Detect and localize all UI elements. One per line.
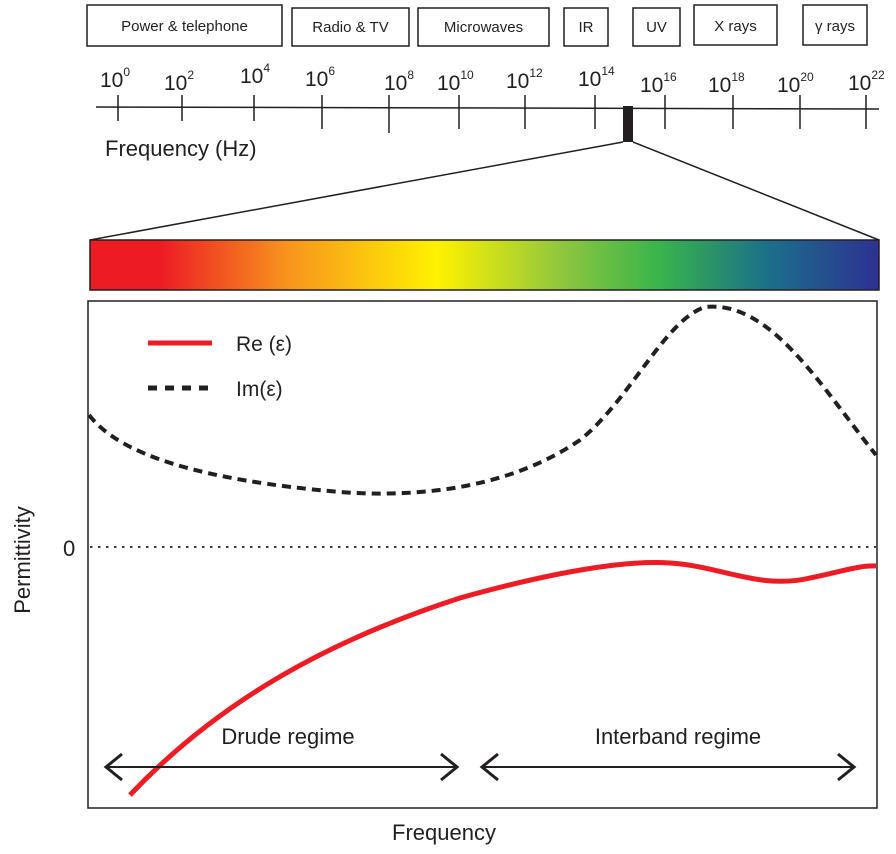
legend-label-re: Re (ε) bbox=[236, 333, 292, 356]
band-x-rays: X rays bbox=[693, 4, 778, 46]
svg-text:108: 108 bbox=[384, 68, 414, 95]
frequency-axis-line bbox=[95, 106, 880, 110]
drude-regime-arrow: Drude regime bbox=[103, 724, 460, 782]
frequency-axis: Frequency (Hz) bbox=[95, 95, 880, 161]
tick-base: 10 bbox=[240, 65, 263, 88]
svg-text:102: 102 bbox=[164, 68, 194, 95]
zoom-lines bbox=[89, 141, 880, 241]
tick-exponent: 22 bbox=[871, 68, 885, 82]
svg-text:1016: 1016 bbox=[640, 70, 677, 97]
tick-exponent: 8 bbox=[407, 68, 414, 82]
band-label: Power & telephone bbox=[121, 18, 248, 35]
tick-base: 10 bbox=[437, 72, 460, 95]
band-power-telephone: Power & telephone bbox=[86, 4, 283, 47]
tick-exponent: 10 bbox=[460, 68, 474, 82]
frequency-axis-ticks bbox=[117, 95, 867, 133]
tick-base: 10 bbox=[777, 74, 800, 97]
tick-base: 10 bbox=[164, 72, 187, 95]
drude-regime-label: Drude regime bbox=[221, 724, 354, 749]
tick-base: 10 bbox=[640, 74, 663, 97]
tick-base: 10 bbox=[305, 68, 328, 91]
tick-base: 10 bbox=[708, 74, 731, 97]
svg-text:1010: 1010 bbox=[437, 68, 474, 95]
svg-text:104: 104 bbox=[240, 61, 270, 88]
tick-exponent: 18 bbox=[731, 70, 745, 84]
tick-base: 10 bbox=[848, 72, 871, 95]
tick-exponent: 20 bbox=[800, 70, 814, 84]
band-uv: UV bbox=[632, 7, 681, 47]
tick-base: 10 bbox=[100, 69, 123, 92]
re-epsilon-curve bbox=[128, 560, 877, 797]
band-label: UV bbox=[646, 19, 667, 36]
interband-regime-label: Interband regime bbox=[595, 724, 761, 749]
band-gamma-rays: γ rays bbox=[802, 4, 868, 46]
tick-base: 10 bbox=[578, 68, 601, 91]
svg-text:106: 106 bbox=[305, 64, 335, 91]
frequency-plot-axis-label: Frequency bbox=[392, 820, 496, 845]
tick-exponent: 6 bbox=[328, 64, 335, 78]
tick-exponent: 12 bbox=[529, 66, 543, 80]
band-label: Radio & TV bbox=[312, 19, 388, 36]
tick-exponent: 0 bbox=[123, 65, 130, 79]
interband-regime-arrow: Interband regime bbox=[479, 724, 857, 782]
visible-band-marker bbox=[623, 106, 633, 142]
legend: Re (ε) Im(ε) bbox=[148, 333, 292, 401]
tick-base: 10 bbox=[384, 72, 407, 95]
band-label: X rays bbox=[714, 18, 757, 35]
band-label: γ rays bbox=[815, 18, 855, 35]
permittivity-axis-label: Permittivity bbox=[10, 506, 35, 614]
frequency-axis-label: Frequency (Hz) bbox=[105, 136, 257, 161]
band-microwaves: Microwaves bbox=[417, 7, 550, 47]
tick-base: 10 bbox=[506, 70, 529, 93]
frequency-tick-labels: 100 102 104 106 108 1010 1012 1014 1016 … bbox=[100, 61, 885, 97]
band-radio-tv: Radio & TV bbox=[291, 7, 410, 47]
band-label: IR bbox=[579, 19, 594, 36]
plot-frame bbox=[87, 300, 878, 809]
svg-text:1022: 1022 bbox=[848, 68, 885, 95]
tick-exponent: 4 bbox=[263, 61, 270, 75]
im-epsilon-curve bbox=[87, 304, 878, 496]
tick-exponent: 14 bbox=[601, 64, 615, 78]
visible-spectrum-bar bbox=[89, 239, 880, 291]
band-label: Microwaves bbox=[444, 19, 523, 36]
svg-text:1018: 1018 bbox=[708, 70, 745, 97]
svg-text:1020: 1020 bbox=[777, 70, 814, 97]
tick-exponent: 2 bbox=[187, 68, 194, 82]
band-boxes: Power & telephone Radio & TV Microwaves … bbox=[86, 4, 868, 47]
band-ir: IR bbox=[563, 7, 609, 47]
legend-label-im: Im(ε) bbox=[236, 378, 283, 401]
zero-label: 0 bbox=[63, 536, 75, 561]
svg-text:1014: 1014 bbox=[578, 64, 615, 91]
tick-exponent: 16 bbox=[663, 70, 677, 84]
svg-text:1012: 1012 bbox=[506, 66, 543, 93]
svg-text:100: 100 bbox=[100, 65, 130, 92]
